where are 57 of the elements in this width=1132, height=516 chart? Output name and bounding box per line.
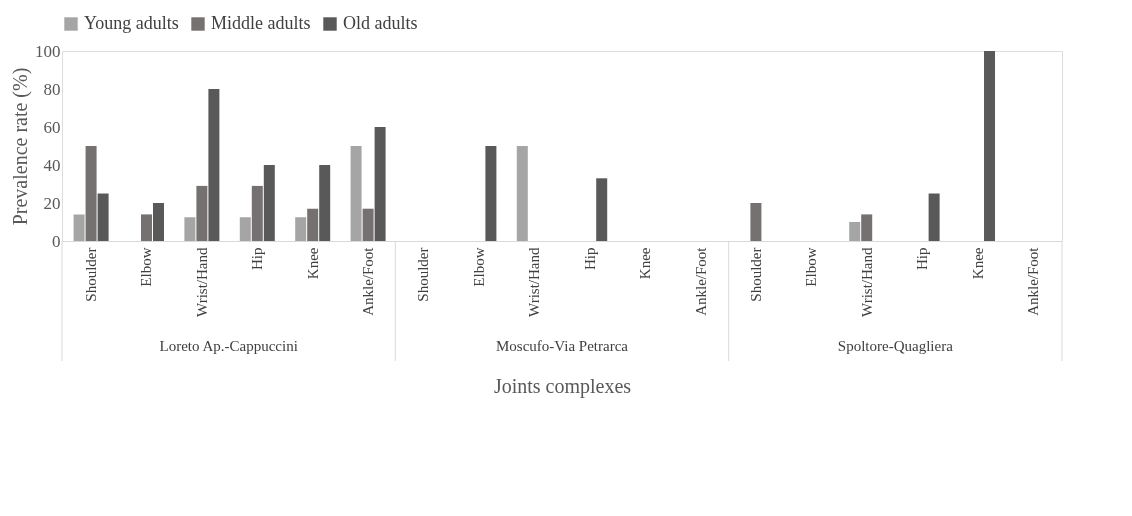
x-tick-label: Shoulder bbox=[415, 247, 432, 302]
x-tick-label: Elbow bbox=[803, 247, 820, 287]
bar bbox=[307, 208, 319, 241]
bar bbox=[263, 165, 275, 241]
y-tick-label: 0 bbox=[52, 231, 61, 251]
legend-label: Middle adults bbox=[211, 13, 311, 33]
bar bbox=[362, 208, 374, 241]
x-tick-label: Wrist/Hand bbox=[193, 247, 210, 317]
x-tick-label: Hip bbox=[581, 247, 598, 270]
y-tick-label: 60 bbox=[43, 117, 61, 137]
bar bbox=[184, 217, 196, 241]
bar bbox=[85, 146, 97, 241]
x-tick-label: Elbow bbox=[470, 247, 487, 287]
x-tick-label: Knee bbox=[637, 247, 654, 280]
bar bbox=[319, 165, 331, 241]
x-tick-label: Shoulder bbox=[747, 247, 764, 302]
legend-label: Young adults bbox=[84, 13, 179, 33]
y-tick-label: 20 bbox=[43, 193, 61, 213]
x-tick-label: Ankle/Foot bbox=[692, 246, 709, 316]
y-tick-label: 80 bbox=[43, 79, 61, 99]
text: Loreto Ap.-Cappuccini bbox=[159, 338, 298, 354]
bar bbox=[984, 51, 996, 241]
x-tick-label: Ankle/Foot bbox=[360, 246, 377, 316]
bar bbox=[374, 127, 386, 241]
bar bbox=[73, 214, 85, 241]
x-tick-label: Wrist/Hand bbox=[526, 247, 543, 317]
bar bbox=[97, 193, 109, 241]
x-axis-title: Joints complexes bbox=[493, 374, 632, 398]
x-tick-label: Wrist/Hand bbox=[858, 247, 875, 317]
text: Spoltore-Quagliera bbox=[837, 338, 954, 354]
x-tick-label: Ankle/Foot bbox=[1024, 246, 1041, 316]
bar bbox=[239, 217, 251, 241]
x-tick-label: Elbow bbox=[138, 247, 155, 287]
bar bbox=[152, 203, 164, 241]
bar bbox=[849, 222, 861, 241]
bar bbox=[516, 146, 528, 241]
bar bbox=[350, 146, 362, 241]
y-axis-title: Prevalence rate (%) bbox=[9, 67, 32, 226]
bar bbox=[928, 193, 940, 241]
x-tick-label: Knee bbox=[304, 247, 321, 280]
x-tick-label: Knee bbox=[969, 247, 986, 280]
x-tick-label: Hip bbox=[914, 247, 931, 270]
bar bbox=[596, 178, 608, 241]
bar bbox=[295, 217, 307, 241]
bar bbox=[750, 203, 762, 241]
y-tick-label: 100 bbox=[35, 41, 61, 61]
bar bbox=[208, 89, 220, 241]
bar bbox=[251, 185, 263, 241]
bar bbox=[196, 185, 208, 241]
legend-label: Old adults bbox=[343, 13, 418, 33]
y-tick-label: 40 bbox=[43, 155, 61, 175]
x-tick-label: Shoulder bbox=[83, 247, 100, 302]
x-tick-label: Hip bbox=[249, 247, 266, 270]
bar bbox=[485, 146, 497, 241]
text: Moscufo-Via Petrarca bbox=[496, 338, 629, 354]
bar bbox=[861, 214, 873, 241]
bar bbox=[140, 214, 152, 241]
